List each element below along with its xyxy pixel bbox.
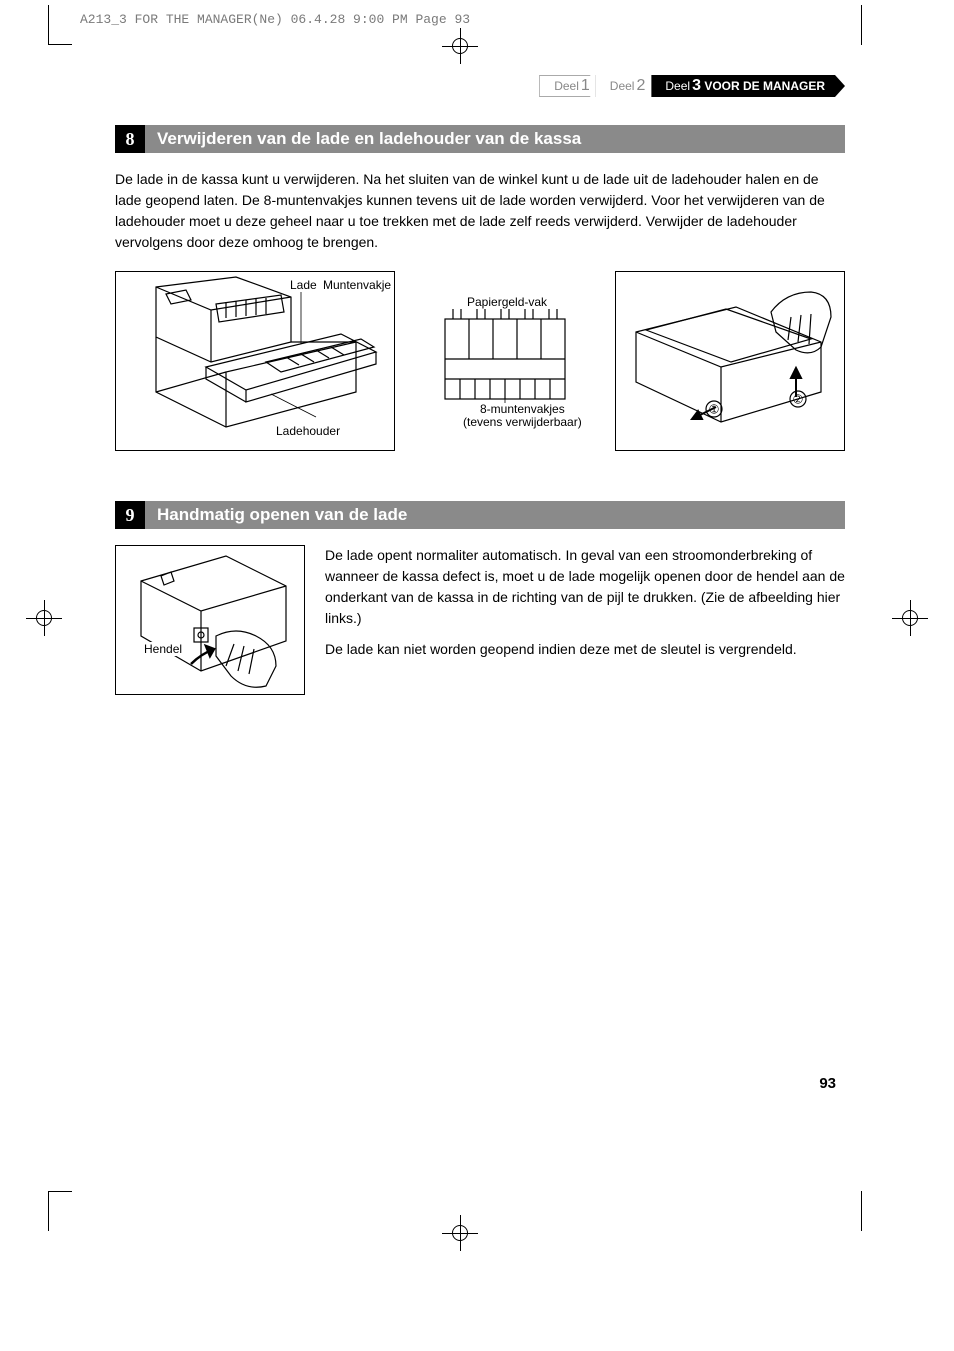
label-muntenvakje: Muntenvakje (321, 278, 393, 292)
figure-row: Lade Muntenvakje Ladehouder (115, 271, 845, 451)
tab-number: 1 (581, 77, 590, 95)
crop-mark (861, 5, 862, 45)
crop-mark (861, 1191, 862, 1231)
figure-manual-open: Hendel (115, 545, 305, 695)
tab-label: Deel (665, 79, 690, 93)
registration-mark (442, 1215, 478, 1251)
tab-deel2: Deel2 (596, 75, 656, 97)
print-job-header: A213_3 FOR THE MANAGER(Ne) 06.4.28 9:00 … (80, 12, 470, 27)
label-line: (tevens verwijderbaar) (463, 415, 582, 429)
breadcrumb-tabs: Deel1 Deel2 Deel3 VOOR DE MANAGER (115, 75, 845, 97)
section-9-content: Hendel De lade opent normaliter automati… (115, 545, 845, 695)
registration-mark (892, 600, 928, 636)
section-title: Verwijderen van de lade en ladehouder va… (145, 125, 845, 153)
section-number: 8 (115, 125, 145, 153)
section-9-text: De lade opent normaliter automatisch. In… (325, 545, 845, 695)
tab-label: Deel (610, 79, 635, 93)
figure-lift-drawer: ➀ ➁ (615, 271, 845, 451)
label-lade: Lade (288, 278, 319, 292)
svg-text:➁: ➁ (793, 394, 803, 406)
label-hendel: Hendel (142, 642, 184, 656)
tab-deel1: Deel1 (539, 75, 600, 97)
registration-mark (442, 28, 478, 64)
label-ladehouder: Ladehouder (274, 424, 342, 438)
tab-label: Deel (554, 79, 579, 93)
paragraph: De lade opent normaliter automatisch. In… (325, 545, 845, 629)
crop-mark (48, 5, 72, 45)
registration-mark (26, 600, 62, 636)
tab-deel3-active: Deel3 VOOR DE MANAGER (651, 75, 845, 97)
page-number: 93 (819, 1075, 836, 1092)
section-8-header: 8 Verwijderen van de lade en ladehouder … (115, 125, 845, 153)
section-title: Handmatig openen van de lade (145, 501, 845, 529)
svg-text:➀: ➀ (709, 404, 719, 416)
label-8munten: 8-muntenvakjes (tevens verwijderbaar) (461, 403, 584, 429)
section-9-header: 9 Handmatig openen van de lade (115, 501, 845, 529)
tab-number: 3 (692, 77, 701, 95)
label-line: 8-muntenvakjes (480, 402, 565, 416)
tab-number: 2 (636, 77, 645, 95)
figure-drawer-removal: Lade Muntenvakje Ladehouder (115, 271, 395, 451)
label-papiergeld: Papiergeld-vak (465, 295, 549, 309)
section-number: 9 (115, 501, 145, 529)
figure-tray-layout: Papiergeld-vak 8-muntenvakjes (tevens ve… (425, 271, 585, 451)
paragraph: De lade kan niet worden geopend indien d… (325, 639, 845, 660)
crop-mark (48, 1191, 72, 1231)
tab-title: VOOR DE MANAGER (704, 79, 825, 93)
section-8-body: De lade in de kassa kunt u verwijderen. … (115, 169, 845, 253)
